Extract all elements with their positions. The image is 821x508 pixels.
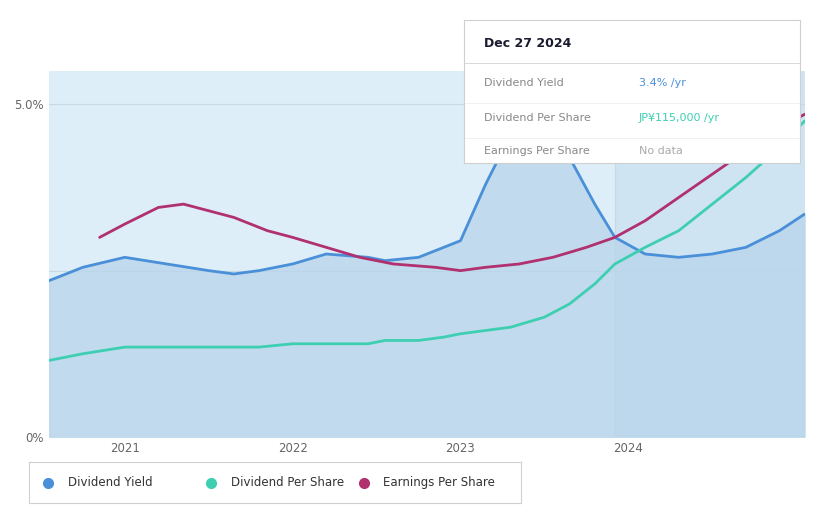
Text: Dividend Yield: Dividend Yield: [68, 476, 153, 489]
Text: JP¥115,000 /yr: JP¥115,000 /yr: [639, 113, 720, 123]
Text: 3.4% /yr: 3.4% /yr: [639, 78, 686, 88]
Bar: [615, 71, 805, 437]
Text: Dividend Per Share: Dividend Per Share: [484, 113, 591, 123]
Text: Past: Past: [621, 87, 644, 98]
Text: Dividend Per Share: Dividend Per Share: [231, 476, 344, 489]
Text: No data: No data: [639, 146, 683, 156]
Text: Dividend Yield: Dividend Yield: [484, 78, 564, 88]
Text: Earnings Per Share: Earnings Per Share: [383, 476, 495, 489]
Text: Earnings Per Share: Earnings Per Share: [484, 146, 589, 156]
Text: Dec 27 2024: Dec 27 2024: [484, 37, 571, 50]
